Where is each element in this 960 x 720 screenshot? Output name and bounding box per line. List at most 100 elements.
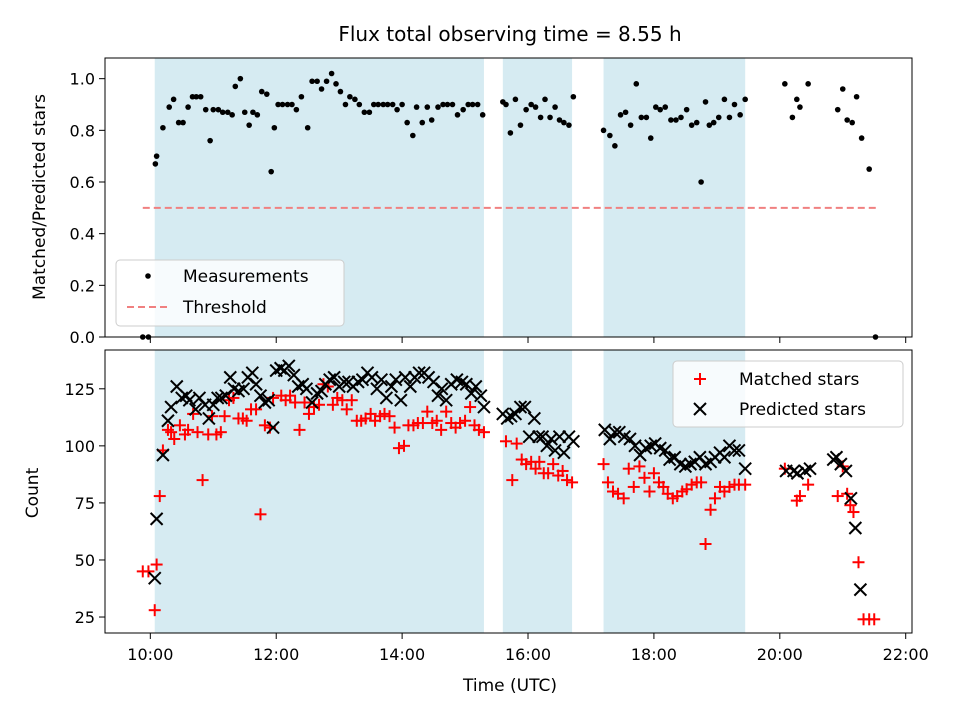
measurement-point bbox=[224, 109, 231, 116]
predicted-star-point bbox=[732, 443, 746, 458]
measurement-point bbox=[293, 106, 300, 113]
measurement-point bbox=[479, 112, 486, 118]
legend-matched-marker bbox=[694, 373, 706, 385]
matched-star-point bbox=[627, 480, 640, 493]
matched-star-point bbox=[510, 437, 523, 450]
measurement-point bbox=[333, 81, 339, 87]
y-tick-label: 0.6 bbox=[70, 173, 95, 192]
measurement-point bbox=[309, 78, 315, 85]
measurement-point bbox=[721, 96, 728, 103]
matched-star-point bbox=[847, 506, 860, 519]
matched-star-point bbox=[542, 467, 555, 480]
measurement-point bbox=[849, 119, 855, 126]
matched-star-point bbox=[250, 403, 263, 416]
legend-predicted-marker bbox=[693, 402, 707, 416]
predicted-star-point bbox=[518, 400, 532, 414]
measurement-point bbox=[706, 122, 713, 128]
measurement-point bbox=[275, 101, 281, 108]
measurement-point bbox=[652, 104, 659, 110]
measurement-point bbox=[688, 122, 695, 128]
measurement-point bbox=[633, 81, 640, 87]
matched-star-point bbox=[182, 423, 195, 436]
predicted-star-point bbox=[598, 423, 612, 437]
matched-star-point bbox=[298, 396, 311, 409]
measurement-point bbox=[731, 101, 738, 108]
predicted-star-point bbox=[853, 582, 868, 597]
measurement-point bbox=[715, 114, 722, 121]
matched-star-point bbox=[153, 490, 166, 503]
measurement-point bbox=[375, 101, 381, 108]
bottom-y-axis-label: Count bbox=[23, 467, 43, 518]
predicted-star-point bbox=[236, 382, 251, 396]
measurement-point bbox=[413, 104, 420, 110]
measurement-point bbox=[197, 93, 204, 100]
measurement-point bbox=[250, 109, 256, 116]
measurement-point bbox=[622, 109, 629, 116]
matched-star-point bbox=[440, 405, 453, 418]
top-y-axis: 0.0 0.2 0.4 0.6 0.8 1.0 bbox=[70, 70, 105, 347]
matched-star-point bbox=[388, 421, 401, 434]
measurement-point bbox=[419, 119, 426, 126]
predicted-star-point bbox=[327, 370, 341, 385]
predicted-star-point bbox=[658, 443, 672, 458]
measurement-point bbox=[271, 124, 278, 131]
matched-star-point bbox=[326, 398, 339, 411]
measurement-point bbox=[647, 135, 654, 141]
measurement-point bbox=[693, 119, 700, 126]
measurement-point bbox=[561, 119, 567, 126]
measurement-point bbox=[232, 83, 239, 90]
matched-star-point bbox=[464, 401, 477, 414]
top-legend-box bbox=[115, 259, 345, 327]
measurement-point bbox=[698, 179, 704, 185]
measurement-point bbox=[241, 109, 248, 116]
measurement-point bbox=[507, 130, 514, 136]
measurement-point bbox=[219, 109, 226, 116]
predicted-star-point bbox=[164, 400, 178, 414]
measurement-point bbox=[440, 101, 446, 108]
predicted-star-point bbox=[603, 432, 617, 446]
predicted-star-point bbox=[738, 461, 752, 476]
measurement-point bbox=[683, 106, 690, 113]
y-tick-label: 0.2 bbox=[70, 276, 95, 295]
measurement-point bbox=[668, 117, 674, 123]
predicted-star-point bbox=[394, 393, 408, 407]
bottom-legend: Matched stars Predicted stars bbox=[672, 360, 904, 428]
x-tick-label: 10:00 bbox=[127, 645, 173, 664]
y-tick-label: 75 bbox=[75, 494, 95, 513]
measurement-point bbox=[207, 137, 213, 144]
matched-star-point bbox=[633, 460, 646, 473]
matched-star-point bbox=[302, 407, 315, 420]
measurement-point bbox=[160, 124, 166, 131]
matched-star-point bbox=[852, 556, 865, 569]
matched-star-point bbox=[435, 423, 448, 436]
predicted-star-point bbox=[223, 370, 237, 385]
matched-star-point bbox=[638, 471, 651, 484]
bottom-y-axis: 25 50 75 100 125 bbox=[64, 380, 105, 627]
measurement-point bbox=[237, 75, 244, 82]
chart-title: Flux total observing time = 8.55 h bbox=[338, 22, 681, 46]
measurement-point bbox=[435, 104, 441, 110]
matched-star-point bbox=[561, 474, 574, 487]
measurement-point bbox=[600, 127, 607, 134]
measurement-point bbox=[662, 104, 669, 110]
measurement-point bbox=[166, 104, 173, 110]
measurement-point bbox=[263, 91, 270, 97]
predicted-star-point bbox=[266, 420, 280, 435]
measurement-point bbox=[542, 96, 548, 103]
top-panel: 0.0 0.2 0.4 0.6 0.8 1.0 Matched/Predicted sta… bbox=[30, 57, 913, 347]
matched-star-point bbox=[499, 435, 512, 448]
top-legend: Measurements Threshold bbox=[115, 259, 345, 327]
matched-star-point bbox=[364, 407, 377, 420]
matched-star-point bbox=[258, 419, 271, 432]
measurement-point bbox=[444, 101, 451, 108]
measurement-point bbox=[673, 117, 679, 123]
predicted-star-point bbox=[834, 457, 848, 471]
measurement-point bbox=[465, 101, 472, 108]
predicted-star-point bbox=[557, 445, 571, 460]
matched-star-point bbox=[421, 405, 434, 418]
matched-star-point bbox=[331, 391, 344, 404]
measurement-point bbox=[394, 106, 400, 113]
measurement-point bbox=[805, 81, 811, 87]
matched-star-point bbox=[622, 462, 635, 475]
